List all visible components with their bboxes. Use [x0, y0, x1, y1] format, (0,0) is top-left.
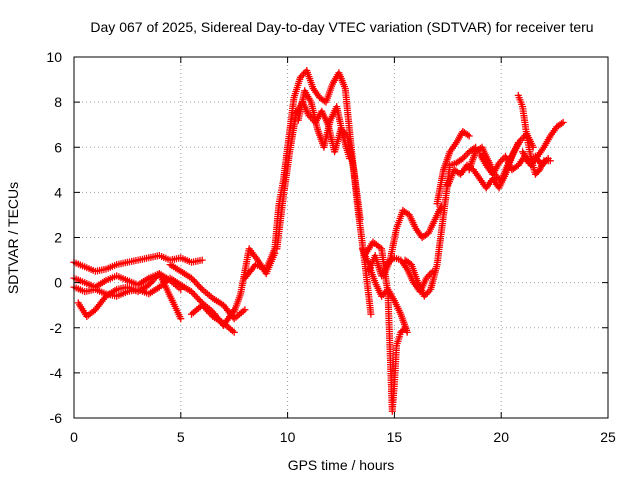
y-tick-label: 2 [54, 230, 62, 246]
y-tick-label: 10 [46, 49, 62, 65]
series-sat-e [166, 261, 249, 323]
x-tick-label: 15 [387, 429, 403, 445]
series-markers [241, 67, 375, 318]
y-tick-label: 0 [54, 275, 62, 291]
series-sat-s [476, 118, 567, 178]
y-tick-label: 8 [54, 94, 62, 110]
series-sat-f [188, 301, 238, 336]
series-sat-u [519, 148, 552, 169]
series-markers [361, 238, 409, 415]
y-tick-label: -6 [50, 410, 63, 426]
series-sat-a [70, 252, 206, 275]
series-sat-p [433, 128, 473, 208]
x-tick-labels: 0 5 10 15 20 25 [70, 429, 616, 445]
data-series [70, 67, 567, 415]
series-markers [166, 261, 249, 323]
y-tick-label: -4 [50, 365, 63, 381]
series-markers [188, 301, 238, 336]
series-sat-l [361, 238, 409, 415]
series-markers [294, 87, 353, 162]
y-tick-labels: -6 -4 -2 0 2 4 6 8 10 [46, 49, 62, 426]
y-tick-label: 6 [54, 139, 62, 155]
series-sat-j [294, 87, 353, 162]
x-tick-label: 10 [280, 429, 296, 445]
series-sat-h [241, 67, 375, 318]
x-tick-label: 0 [70, 429, 78, 445]
x-axis-label: GPS time / hours [288, 457, 395, 473]
axis-ticks [73, 56, 609, 419]
y-axis-label: SDTVAR / TECUs [5, 182, 21, 294]
series-markers [70, 252, 206, 275]
y-tick-label: 4 [54, 184, 62, 200]
x-tick-label: 5 [177, 429, 185, 445]
x-tick-label: 20 [493, 429, 509, 445]
series-markers [433, 128, 473, 208]
x-tick-label: 25 [600, 429, 616, 445]
chart-title: Day 067 of 2025, Sidereal Day-to-day VTE… [90, 19, 593, 35]
y-tick-label: -2 [50, 320, 63, 336]
series-markers [476, 118, 567, 178]
series-sat-n [380, 202, 445, 280]
series-markers [519, 148, 552, 169]
series-markers [380, 202, 445, 280]
